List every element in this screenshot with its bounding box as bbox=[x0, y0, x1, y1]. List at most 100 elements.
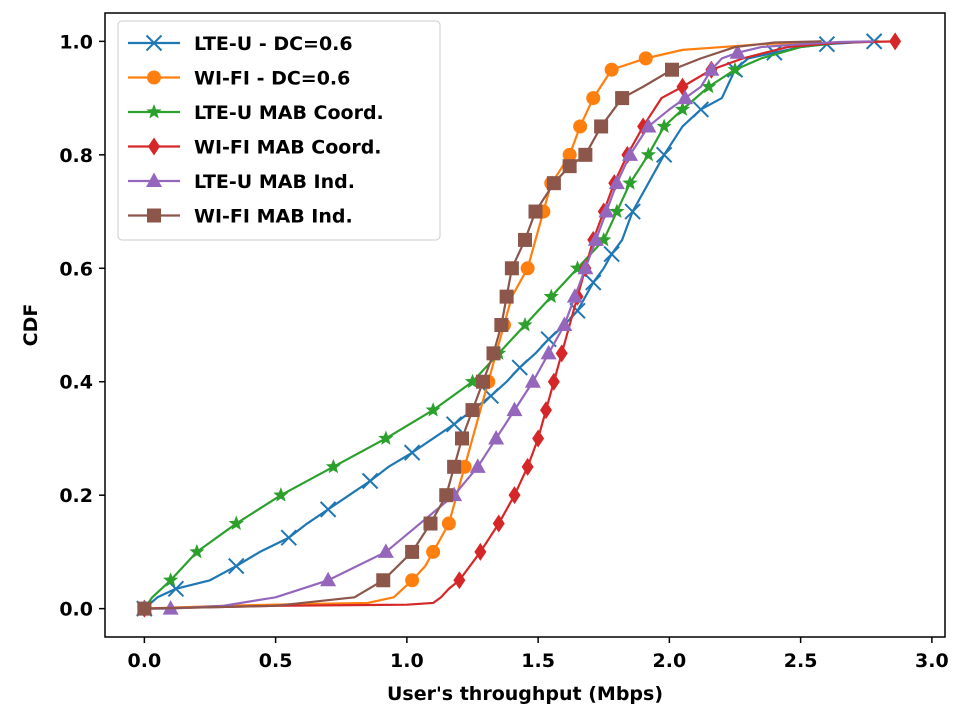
data-point bbox=[609, 203, 625, 219]
x-tick-label: 2.5 bbox=[784, 650, 818, 672]
series-4 bbox=[136, 40, 875, 615]
x-tick-label: 1.5 bbox=[521, 650, 555, 672]
data-point bbox=[517, 317, 533, 332]
data-point bbox=[445, 416, 463, 433]
data-point bbox=[189, 543, 205, 559]
series-line bbox=[143, 40, 880, 610]
data-point bbox=[578, 147, 593, 162]
data-point bbox=[447, 459, 462, 474]
data-point bbox=[573, 119, 588, 134]
legend-label: LTE-U MAB Coord. bbox=[194, 102, 384, 124]
legend: LTE-U - DC=0.6 WI-FI - DC=0.6 LTE-U MAB Co… bbox=[117, 20, 441, 241]
data-point bbox=[543, 288, 559, 304]
data-point bbox=[562, 159, 577, 174]
data-point bbox=[492, 514, 505, 533]
data-point bbox=[464, 373, 481, 389]
data-point bbox=[566, 288, 583, 303]
data-point bbox=[508, 486, 521, 505]
y-tick-label: 0.2 bbox=[59, 485, 93, 507]
legend-marker bbox=[148, 137, 160, 156]
data-point bbox=[656, 118, 672, 133]
data-point bbox=[405, 544, 420, 559]
legend-box bbox=[117, 20, 441, 241]
data-point bbox=[518, 232, 532, 247]
data-point bbox=[655, 146, 673, 164]
data-point bbox=[624, 203, 641, 220]
data-point bbox=[586, 91, 601, 106]
x-tick-label: 2.0 bbox=[653, 650, 687, 672]
y-tick-label: 1.0 bbox=[59, 31, 93, 53]
data-point bbox=[727, 61, 743, 77]
data-point bbox=[325, 458, 341, 474]
data-point bbox=[594, 119, 609, 134]
data-point bbox=[701, 78, 717, 94]
data-point bbox=[703, 61, 720, 76]
data-point bbox=[603, 245, 620, 263]
data-point bbox=[638, 51, 653, 66]
data-point bbox=[562, 147, 577, 162]
legend-item: LTE-U MAB Ind. bbox=[128, 171, 355, 193]
data-point bbox=[674, 101, 691, 116]
data-point bbox=[692, 101, 710, 118]
legend-marker bbox=[146, 172, 162, 187]
series-5 bbox=[137, 40, 822, 616]
x-tick-label: 3.0 bbox=[915, 650, 949, 672]
data-point bbox=[441, 516, 456, 531]
data-point bbox=[273, 487, 289, 502]
data-point bbox=[598, 203, 615, 218]
x-axis: 0.0 0.5 1.0 1.5 2.0 2.5 3.0 bbox=[128, 637, 949, 672]
axes-frame bbox=[104, 12, 946, 638]
data-point bbox=[425, 402, 441, 417]
legend-item: LTE-U - DC=0.6 bbox=[128, 33, 353, 55]
data-point bbox=[640, 146, 656, 162]
data-point bbox=[405, 573, 420, 588]
legend-label: WI-FI - DC=0.6 bbox=[194, 68, 350, 90]
data-point bbox=[499, 289, 514, 304]
plot-area bbox=[136, 32, 902, 618]
data-point bbox=[137, 601, 152, 616]
data-point bbox=[319, 501, 337, 518]
legend-item: WI-FI MAB Ind. bbox=[128, 206, 353, 228]
data-point bbox=[426, 544, 441, 559]
y-tick-label: 0.4 bbox=[59, 372, 93, 394]
data-point bbox=[556, 316, 573, 331]
legend-item: LTE-U MAB Coord. bbox=[128, 102, 384, 124]
y-axis: 0.0 0.2 0.4 0.6 0.8 1.0 bbox=[59, 31, 105, 621]
legend-marker bbox=[145, 34, 163, 52]
data-point bbox=[615, 91, 630, 106]
data-point bbox=[555, 344, 568, 363]
data-point bbox=[677, 89, 694, 105]
data-point bbox=[520, 261, 535, 276]
legend-label: WI-FI MAB Coord. bbox=[194, 137, 382, 159]
data-point bbox=[378, 430, 394, 445]
data-point bbox=[622, 146, 638, 161]
data-point bbox=[465, 403, 480, 418]
data-point bbox=[546, 176, 561, 191]
x-tick-label: 1.0 bbox=[390, 650, 424, 672]
data-point bbox=[540, 344, 557, 360]
x-axis-label: User's throughput (Mbps) bbox=[387, 683, 663, 705]
data-point bbox=[608, 174, 625, 190]
legend-label: LTE-U MAB Ind. bbox=[194, 171, 355, 193]
y-axis-label: CDF bbox=[20, 304, 42, 347]
data-point bbox=[486, 346, 501, 361]
data-point bbox=[494, 318, 509, 332]
y-tick-label: 0.8 bbox=[59, 145, 93, 167]
data-point bbox=[547, 372, 560, 391]
y-tick-label: 0.0 bbox=[59, 599, 93, 621]
legend-label: LTE-U - DC=0.6 bbox=[194, 33, 353, 55]
data-point bbox=[524, 373, 541, 388]
data-point bbox=[403, 444, 421, 461]
data-point bbox=[453, 571, 466, 590]
data-point bbox=[532, 429, 545, 448]
data-point bbox=[423, 516, 438, 531]
series-1 bbox=[137, 40, 822, 616]
legend-item: WI-FI - DC=0.6 bbox=[128, 68, 350, 90]
data-point bbox=[377, 543, 394, 558]
data-point bbox=[665, 62, 679, 77]
data-point bbox=[577, 259, 594, 275]
data-point bbox=[587, 231, 604, 246]
x-tick-label: 0.0 bbox=[128, 650, 162, 672]
data-point bbox=[439, 488, 454, 503]
data-point bbox=[540, 401, 552, 420]
